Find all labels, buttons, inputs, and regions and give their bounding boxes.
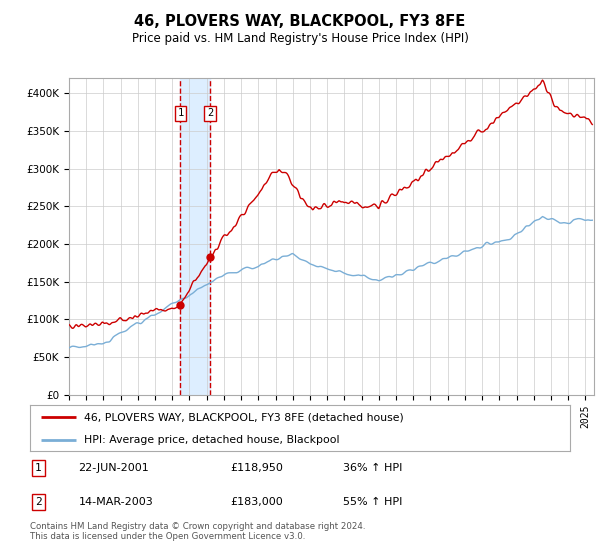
Text: 2: 2 [207,108,213,118]
Text: Contains HM Land Registry data © Crown copyright and database right 2024.
This d: Contains HM Land Registry data © Crown c… [30,522,365,542]
Bar [181,78,210,395]
Text: 46, PLOVERS WAY, BLACKPOOL, FY3 8FE: 46, PLOVERS WAY, BLACKPOOL, FY3 8FE [134,14,466,29]
Text: HPI: Average price, detached house, Blackpool: HPI: Average price, detached house, Blac… [84,435,340,445]
Text: 46, PLOVERS WAY, BLACKPOOL, FY3 8FE (detached house): 46, PLOVERS WAY, BLACKPOOL, FY3 8FE (det… [84,412,404,422]
Text: 36% ↑ HPI: 36% ↑ HPI [343,463,403,473]
Text: 1: 1 [35,463,41,473]
Text: 14-MAR-2003: 14-MAR-2003 [79,497,154,507]
Text: 22-JUN-2001: 22-JUN-2001 [79,463,149,473]
Text: 1: 1 [177,108,184,118]
Text: 55% ↑ HPI: 55% ↑ HPI [343,497,403,507]
Text: £183,000: £183,000 [230,497,283,507]
Text: £118,950: £118,950 [230,463,283,473]
Text: 2: 2 [35,497,41,507]
Text: Price paid vs. HM Land Registry's House Price Index (HPI): Price paid vs. HM Land Registry's House … [131,32,469,45]
